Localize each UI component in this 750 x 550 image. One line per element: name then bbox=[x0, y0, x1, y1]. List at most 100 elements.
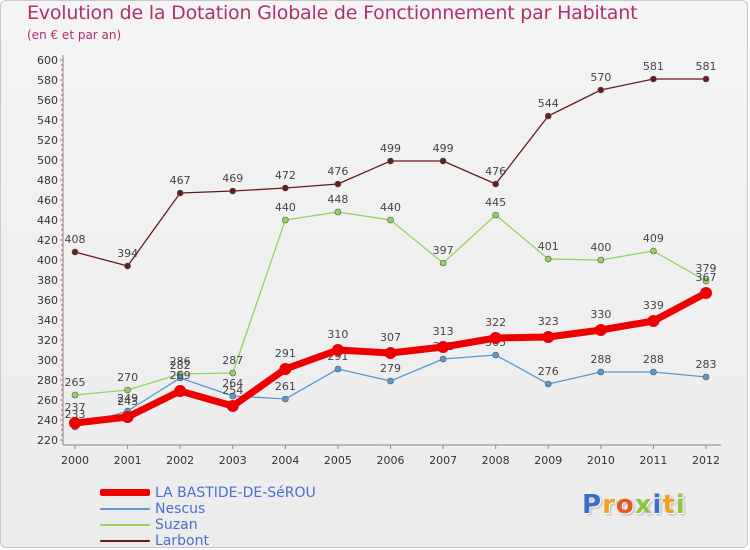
data-label: 440 bbox=[275, 201, 296, 214]
data-point bbox=[282, 216, 289, 224]
data-label: 288 bbox=[643, 353, 664, 366]
data-point bbox=[700, 287, 712, 299]
data-label: 243 bbox=[117, 395, 138, 408]
x-tick-label: 2008 bbox=[482, 454, 510, 467]
y-tick-label: 520 bbox=[37, 134, 58, 147]
data-point bbox=[492, 211, 499, 219]
x-tick-label: 2005 bbox=[324, 454, 352, 467]
data-point bbox=[282, 184, 289, 192]
data-label: 570 bbox=[590, 71, 611, 84]
legend-label: Larbont bbox=[155, 533, 209, 549]
y-tick-label: 420 bbox=[37, 234, 58, 247]
data-point bbox=[71, 248, 79, 256]
data-label: 499 bbox=[433, 142, 454, 155]
data-label: 261 bbox=[275, 380, 296, 393]
data-label: 339 bbox=[643, 299, 664, 312]
logo-letter: o bbox=[615, 490, 635, 520]
legend-label: LA BASTIDE-DE-SéROU bbox=[155, 485, 316, 501]
logo-letter: P bbox=[582, 490, 603, 520]
x-tick-label: 2012 bbox=[692, 454, 720, 467]
data-point bbox=[387, 157, 394, 165]
data-point bbox=[492, 180, 499, 188]
y-tick-label: 480 bbox=[37, 174, 58, 187]
y-tick-label: 380 bbox=[37, 274, 58, 287]
data-point bbox=[597, 256, 605, 264]
data-label: 279 bbox=[380, 362, 401, 375]
data-point bbox=[71, 391, 79, 399]
data-label: 313 bbox=[433, 325, 454, 338]
data-label: 408 bbox=[65, 233, 86, 246]
data-point bbox=[334, 180, 342, 188]
y-tick-label: 280 bbox=[37, 374, 58, 387]
logo-letter: x bbox=[634, 490, 653, 520]
data-point bbox=[597, 368, 605, 376]
data-point bbox=[702, 373, 710, 381]
y-tick-label: 580 bbox=[37, 74, 58, 87]
data-label: 467 bbox=[170, 174, 191, 187]
data-label: 265 bbox=[65, 376, 86, 389]
data-label: 287 bbox=[222, 354, 243, 367]
data-point bbox=[702, 75, 710, 83]
y-tick-label: 560 bbox=[37, 94, 58, 107]
y-tick-label: 540 bbox=[37, 114, 58, 127]
proxiti-logo: Proxiti bbox=[582, 490, 686, 520]
data-point bbox=[542, 331, 555, 343]
y-tick-label: 400 bbox=[37, 254, 58, 267]
data-point bbox=[544, 255, 552, 263]
data-point bbox=[387, 216, 394, 224]
data-label: 233 bbox=[65, 408, 86, 421]
data-point bbox=[594, 324, 607, 336]
data-label: 448 bbox=[327, 193, 348, 206]
logo-letter: t bbox=[662, 490, 676, 520]
data-point bbox=[702, 277, 710, 285]
y-tick-label: 220 bbox=[37, 434, 58, 447]
data-point bbox=[229, 369, 237, 377]
data-label: 330 bbox=[590, 308, 611, 321]
series-line bbox=[74, 78, 707, 267]
data-label: 367 bbox=[696, 271, 717, 284]
data-point bbox=[176, 189, 184, 197]
data-point bbox=[647, 315, 660, 327]
data-point bbox=[387, 377, 394, 385]
data-label: 307 bbox=[380, 331, 401, 344]
data-point bbox=[544, 112, 552, 120]
data-label: 394 bbox=[117, 247, 138, 260]
data-label: 291 bbox=[275, 347, 296, 360]
data-point bbox=[384, 347, 397, 359]
x-tick-label: 2000 bbox=[61, 454, 89, 467]
data-point bbox=[650, 247, 657, 255]
data-label: 237 bbox=[65, 401, 86, 414]
logo-letter: i bbox=[652, 490, 663, 520]
data-point bbox=[279, 363, 292, 375]
legend-swatch-nescus bbox=[100, 508, 150, 510]
y-tick-label: 360 bbox=[37, 294, 58, 307]
y-tick-label: 460 bbox=[37, 194, 58, 207]
data-point bbox=[331, 344, 344, 356]
x-tick-label: 2006 bbox=[377, 454, 405, 467]
x-tick-label: 2011 bbox=[639, 454, 667, 467]
data-label: 409 bbox=[643, 232, 664, 245]
data-point bbox=[650, 75, 657, 83]
data-point bbox=[229, 187, 237, 195]
data-point bbox=[492, 351, 499, 359]
y-tick-label: 300 bbox=[37, 354, 58, 367]
data-label: 581 bbox=[696, 60, 717, 73]
legend-swatch-larbont bbox=[100, 540, 150, 542]
data-label: 401 bbox=[538, 240, 559, 253]
legend-label: Suzan bbox=[155, 517, 198, 533]
data-point bbox=[597, 86, 605, 94]
data-label: 445 bbox=[485, 196, 506, 209]
data-point bbox=[69, 417, 81, 429]
data-point bbox=[544, 380, 552, 388]
data-label: 264 bbox=[222, 377, 243, 390]
data-point bbox=[124, 386, 131, 394]
data-label: 472 bbox=[275, 169, 296, 182]
data-label: 282 bbox=[170, 359, 191, 372]
x-tick-label: 2003 bbox=[219, 454, 247, 467]
x-tick-label: 2007 bbox=[429, 454, 457, 467]
y-tick-label: 260 bbox=[37, 394, 58, 407]
data-label: 469 bbox=[222, 172, 243, 185]
logo-letter: i bbox=[675, 490, 686, 520]
y-tick-label: 240 bbox=[37, 414, 58, 427]
